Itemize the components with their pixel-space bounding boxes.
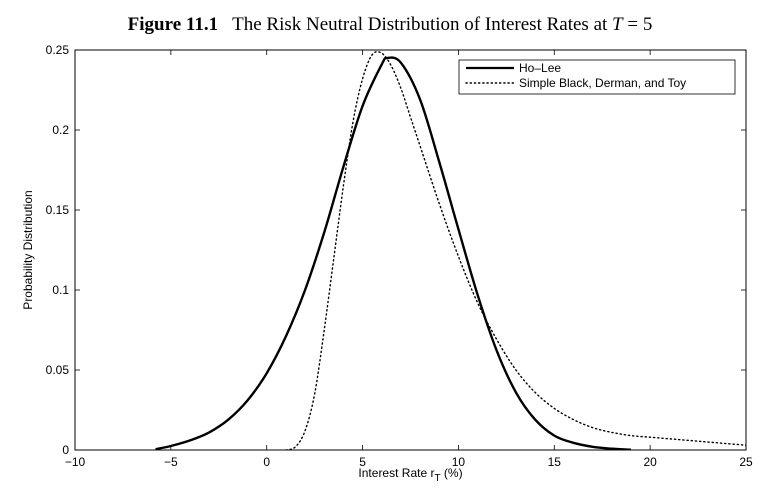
figure-title-suffix: = 5 [622,14,653,35]
figure-label: Figure 11.1 [127,14,219,35]
x-tick-label: 10 [452,455,466,469]
plot-frame [74,49,747,451]
y-tick-label: 0.1 [52,283,69,297]
legend-label-bdt: Simple Black, Derman, and Toy [519,76,686,90]
y-tick-label: 0.05 [46,363,70,377]
x-tick-label: −5 [164,455,178,469]
x-axis-label-unit: (%) [441,466,463,480]
y-tick-label: 0.15 [46,203,70,217]
x-axis-label-sub: T [434,473,440,484]
x-axis-label-main: Interest Rate r [358,466,434,480]
x-tick-label: 5 [359,455,366,469]
x-tick-label: 0 [263,455,270,469]
x-axis-label: Interest Rate rT (%) [358,466,462,484]
y-tick-label: 0.25 [46,43,70,57]
y-tick-label: 0.2 [52,123,69,137]
figure-title: Figure 11.1 The Risk Neutral Distribution… [0,14,780,36]
x-tick-label: 25 [739,455,753,469]
x-tick-label: 15 [548,455,562,469]
figure-title-text: The Risk Neutral Distribution of Interes… [232,14,613,35]
figure-title-var: T [612,14,623,35]
legend: Ho–Lee Simple Black, Derman, and Toy [458,59,736,95]
x-tick-label: −10 [65,455,86,469]
x-tick-label: 20 [643,455,657,469]
y-axis-label: Probability Distribution [21,190,35,309]
legend-box [458,59,736,95]
series-line-simple-bdt [285,50,746,450]
y-tick-label: 0 [62,443,69,457]
legend-label-ho-lee: Ho–Lee [519,61,561,75]
series-line-ho-lee [155,56,632,450]
